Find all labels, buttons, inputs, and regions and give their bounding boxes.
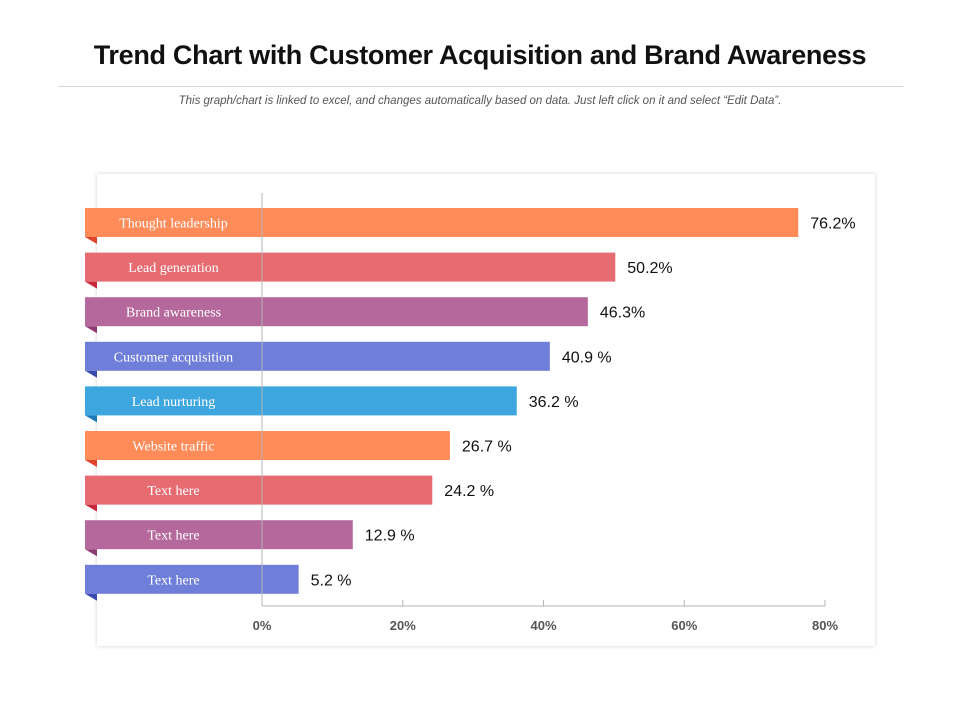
value-label: 12.9 % xyxy=(365,528,415,545)
x-tick-label: 0% xyxy=(253,618,272,633)
page-subtitle: This graph/chart is linked to excel, and… xyxy=(178,95,782,107)
value-label: 24.2 % xyxy=(444,483,494,500)
title-divider xyxy=(58,86,903,87)
ribbon-fold xyxy=(85,237,97,244)
value-label: 40.9 % xyxy=(562,349,612,366)
value-label: 36.2 % xyxy=(529,394,579,411)
category-ribbon xyxy=(85,208,262,237)
category-ribbon xyxy=(85,475,262,505)
bar[interactable] xyxy=(262,520,353,550)
page-title: Trend Chart with Customer Acquisition an… xyxy=(93,40,867,70)
category-label: Thought leadership xyxy=(119,217,227,232)
category-label: Text here xyxy=(147,484,199,499)
category-label: Lead nurturing xyxy=(132,395,216,410)
x-tick-label: 40% xyxy=(530,618,556,633)
value-label: 46.3% xyxy=(600,305,645,322)
bar[interactable] xyxy=(262,431,450,460)
category-label: Text here xyxy=(147,529,199,544)
value-label: 50.2% xyxy=(627,260,672,277)
category-ribbon xyxy=(85,564,262,594)
category-ribbon xyxy=(85,386,262,416)
ribbon-fold xyxy=(85,549,97,557)
category-ribbon xyxy=(85,520,262,550)
category-ribbon xyxy=(85,431,262,460)
value-label: 76.2% xyxy=(810,216,855,233)
bar[interactable] xyxy=(262,386,517,416)
x-tick-label: 60% xyxy=(671,618,697,633)
ribbon-fold xyxy=(85,593,97,601)
ribbon-fold xyxy=(85,326,97,334)
ribbon-fold xyxy=(85,370,97,378)
category-label: Text here xyxy=(147,573,199,588)
ribbon-fold xyxy=(85,281,97,289)
bar[interactable] xyxy=(262,475,433,505)
x-tick-label: 20% xyxy=(390,618,416,633)
category-ribbon xyxy=(85,252,262,282)
category-label: Customer acquisition xyxy=(114,350,233,365)
category-label: Brand awareness xyxy=(126,306,221,321)
bar[interactable] xyxy=(262,341,550,371)
bar[interactable] xyxy=(262,297,588,327)
category-ribbon xyxy=(85,341,262,371)
category-label: Website traffic xyxy=(132,440,214,455)
ribbon-fold xyxy=(85,460,97,467)
bar[interactable] xyxy=(262,208,799,237)
bar[interactable] xyxy=(262,564,299,594)
category-label: Lead generation xyxy=(128,261,219,276)
value-label: 26.7 % xyxy=(462,439,512,456)
value-label: 5.2 % xyxy=(311,572,352,589)
ribbon-fold xyxy=(85,504,97,512)
category-ribbon xyxy=(85,297,262,327)
ribbon-fold xyxy=(85,415,97,423)
x-tick-label: 80% xyxy=(812,618,838,633)
bar[interactable] xyxy=(262,252,616,282)
